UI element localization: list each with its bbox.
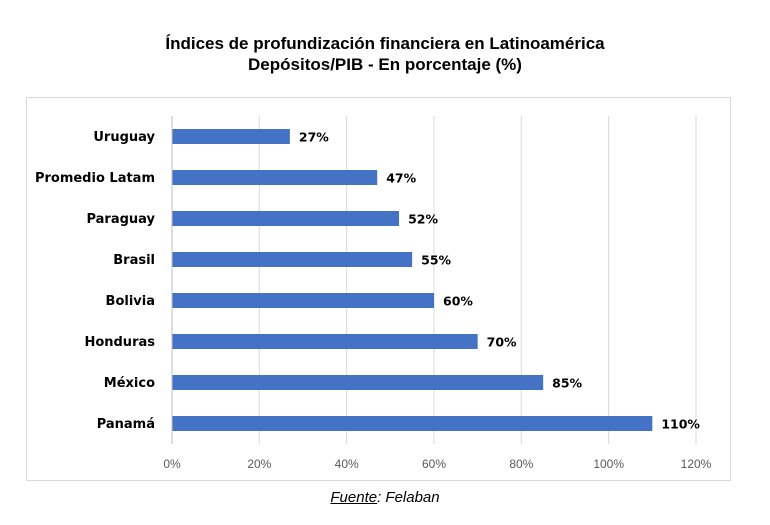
data-label: 55%: [421, 253, 451, 268]
x-tick-label: 120%: [681, 457, 712, 471]
bar: [172, 375, 544, 390]
category-label: México: [104, 376, 155, 391]
category-label: Uruguay: [93, 130, 155, 145]
data-label: 70%: [487, 335, 517, 350]
data-label: 85%: [552, 376, 582, 391]
data-label: 47%: [386, 171, 416, 186]
x-tick-label: 100%: [593, 457, 624, 471]
bar: [172, 416, 653, 431]
data-label: 52%: [408, 212, 438, 227]
x-tick-label: 0%: [163, 457, 181, 471]
x-tick-label: 80%: [509, 457, 533, 471]
chart-area-border: [26, 97, 731, 481]
category-label: Panamá: [97, 417, 155, 432]
bar: [172, 170, 378, 185]
data-label: 110%: [661, 417, 700, 432]
bar: [172, 334, 478, 349]
chart-subtitle: Depósitos/PIB - En porcentaje (%): [248, 55, 522, 74]
category-label: Promedio Latam: [35, 171, 155, 186]
bar: [172, 129, 290, 144]
source-note: Fuente: Felaban: [0, 489, 770, 506]
x-tick-label: 60%: [422, 457, 446, 471]
bar: [172, 252, 413, 267]
data-label: 60%: [443, 294, 473, 309]
source-text: : Felaban: [377, 489, 440, 506]
data-label: 27%: [299, 130, 329, 145]
category-label: Bolivia: [106, 294, 155, 309]
chart-title: Índices de profundización financiera en …: [165, 34, 605, 53]
x-tick-label: 40%: [335, 457, 359, 471]
x-tick-label: 20%: [247, 457, 271, 471]
bar: [172, 293, 434, 308]
bar: [172, 211, 400, 226]
category-label: Honduras: [84, 335, 155, 350]
category-label: Paraguay: [86, 212, 155, 227]
source-label: Fuente: [330, 489, 378, 506]
category-label: Brasil: [113, 253, 155, 268]
